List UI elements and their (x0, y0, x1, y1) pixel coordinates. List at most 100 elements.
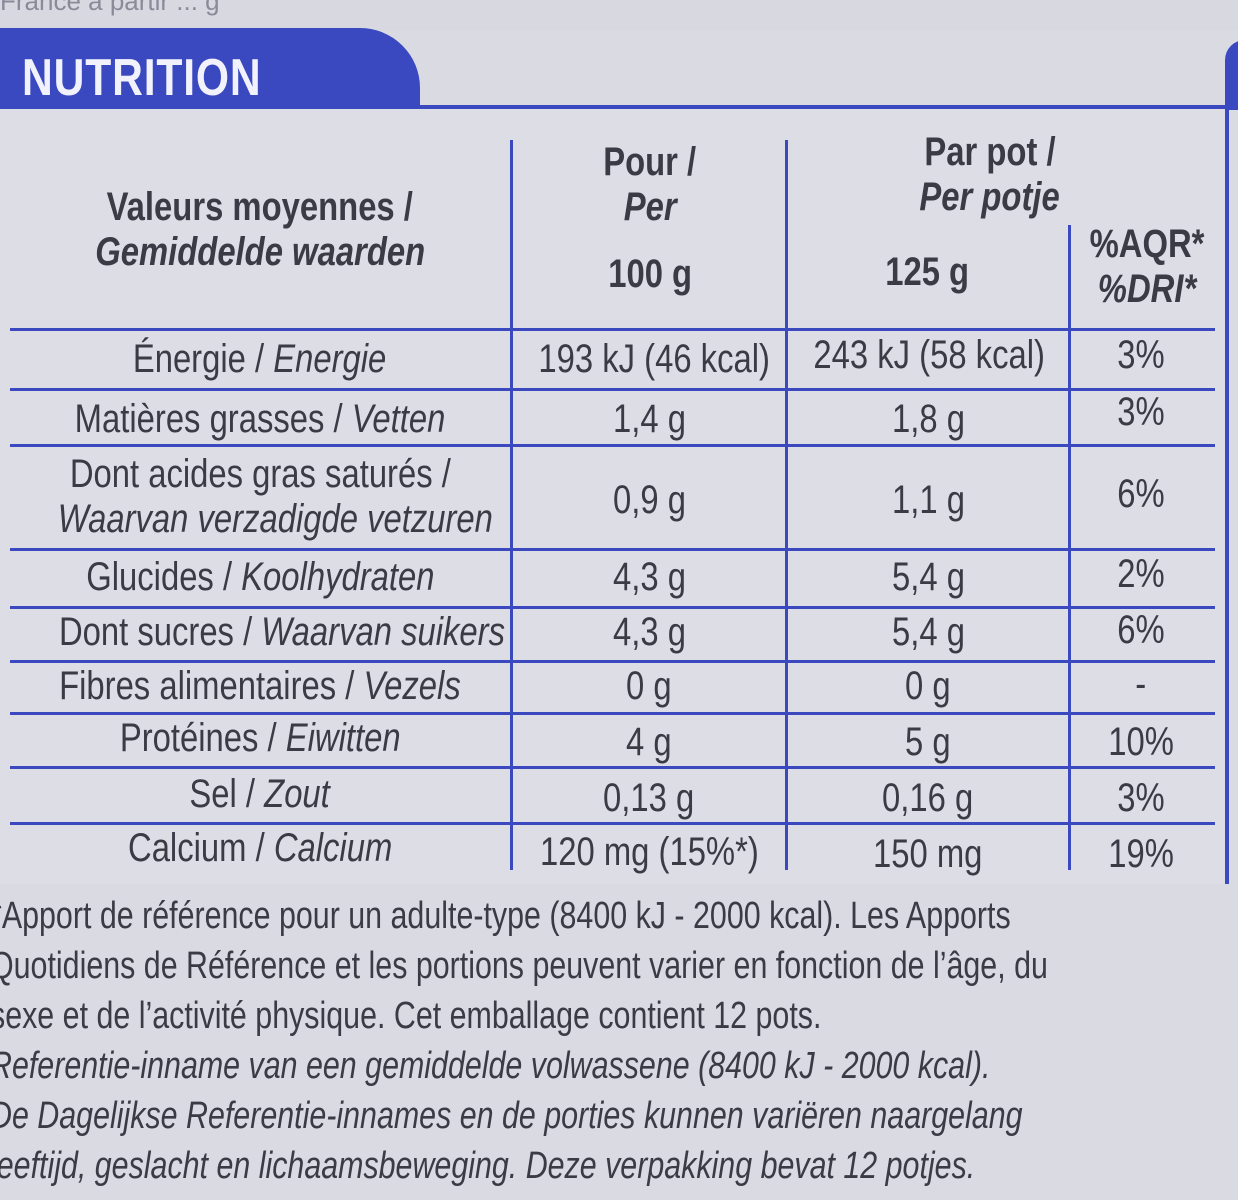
row-label-fr: Glucides / (85, 555, 241, 599)
row-label: Glucides / Koolhydraten (10, 555, 510, 600)
row-label: Dont acides gras saturés / Waarvan verza… (10, 452, 510, 542)
col-divider-2 (785, 140, 788, 870)
row-per100: 0,9 g (513, 478, 785, 523)
row-per100: 0 g (513, 664, 785, 709)
row-ri: 3% (1071, 390, 1211, 435)
row-perpot: 0 g (788, 664, 1068, 709)
footnote-fr-line: *Apport de référence pour un adulte-type… (0, 895, 1011, 937)
row-perpot-value: 150 mg (873, 832, 983, 876)
col-divider-3 (1068, 225, 1071, 870)
row-perpot: 243 kJ (58 kcal) (788, 333, 1068, 378)
row-perpot-value: 1,8 g (891, 397, 965, 441)
header-per100-fr: Pour / (603, 140, 697, 184)
header-perpot-nl: Per potje (919, 175, 1061, 219)
row-per100: 0,13 g (513, 776, 785, 821)
row-divider (10, 660, 1215, 663)
header-perpot-qty-cell: 125 g (790, 250, 1065, 295)
row-label-fr: Calcium / (127, 826, 274, 870)
header-ri-nl: %DRI* (1097, 267, 1197, 311)
page-title: NUTRITION (22, 49, 262, 107)
row-ri-value: 19% (1108, 832, 1174, 876)
row-label-nl: Koolhydraten (240, 555, 435, 599)
row-ri-value: - (1135, 662, 1147, 706)
row-label: Sel / Zout (10, 772, 510, 817)
footnote-nl-line: Referentie-inname van een gemiddelde vol… (0, 1045, 991, 1087)
row-perpot-value: 243 kJ (58 kcal) (813, 333, 1045, 377)
row-per100: 4,3 g (513, 610, 785, 655)
row-ri-value: 3% (1117, 333, 1165, 377)
row-divider (10, 328, 1215, 331)
row-perpot: 150 mg (788, 832, 1068, 877)
row-perpot: 5,4 g (788, 555, 1068, 600)
row-per100-value: 4 g (626, 720, 672, 764)
row-label: Protéines / Eiwitten (10, 716, 510, 761)
header-ri-fr: %AQR* (1089, 222, 1205, 266)
row-label: Énergie / Energie (10, 337, 510, 382)
row-per100-value: 0,13 g (603, 776, 695, 820)
header-ri-cell: %AQR* %DRI* (1072, 222, 1222, 312)
row-label-fr: Fibres alimentaires / (59, 664, 364, 708)
row-perpot-value: 1,1 g (891, 478, 965, 522)
row-ri-value: 3% (1117, 390, 1165, 434)
row-label-fr: Matières grasses / (74, 397, 352, 441)
row-label-fr: Dont acides gras saturés / (69, 452, 451, 496)
row-per100-value: 4,3 g (612, 610, 686, 654)
row-ri: 19% (1071, 832, 1211, 877)
top-strip: France à partir ... g (0, 0, 1238, 30)
row-ri: 6% (1071, 472, 1211, 517)
row-perpot-value: 5,4 g (891, 555, 965, 599)
row-label-nl: Eiwitten (285, 716, 401, 760)
row-per100-value: 0 g (626, 664, 672, 708)
row-ri: 3% (1071, 776, 1211, 821)
header-per100-qty: 100 g (608, 252, 692, 296)
row-perpot: 0,16 g (788, 776, 1068, 821)
row-perpot: 1,1 g (788, 478, 1068, 523)
row-label: Dont sucres / Waarvan suikers (10, 610, 510, 655)
row-label-fr: Énergie / (133, 337, 274, 381)
row-label: Calcium / Calcium (10, 826, 510, 871)
header-label-fr: Valeurs moyennes / (106, 185, 414, 229)
row-perpot: 1,8 g (788, 397, 1068, 442)
row-label-fr: Dont sucres / (58, 610, 262, 654)
row-ri-value: 3% (1117, 776, 1165, 820)
row-divider (10, 388, 1215, 391)
row-per100: 4,3 g (513, 555, 785, 600)
footnote-nl-line: leeftijd, geslacht en lichaamsbeweging. … (0, 1145, 976, 1187)
row-divider (10, 548, 1215, 551)
header-label-cell: Valeurs moyennes / Gemiddelde waarden (20, 185, 500, 275)
row-ri: 3% (1071, 333, 1211, 378)
row-label-nl: Waarvan suikers (261, 610, 505, 654)
row-label-nl: Calcium (273, 826, 393, 870)
row-label-nl: Vezels (363, 664, 461, 708)
row-divider (10, 822, 1215, 825)
row-perpot-value: 5 g (905, 720, 951, 764)
row-ri: 10% (1071, 720, 1211, 765)
row-label-nl: Vetten (351, 397, 446, 441)
row-label-fr: Protéines / (119, 716, 286, 760)
row-perpot-value: 5,4 g (891, 610, 965, 654)
row-label: Fibres alimentaires / Vezels (10, 664, 510, 709)
row-per100-value: 4,3 g (612, 555, 686, 599)
footnote-fr-line: sexe et de l’activité physique. Cet emba… (0, 995, 822, 1037)
footnote-nl-line: De Dagelijkse Referentie-innames en de p… (0, 1095, 1023, 1137)
row-per100: 4 g (513, 720, 785, 765)
header-perpot-qty: 125 g (885, 250, 970, 294)
row-divider (10, 712, 1215, 715)
row-per100: 193 kJ (46 kcal) (513, 337, 785, 382)
footnote-fr-line: Quotidiens de Référence et les portions … (0, 945, 1048, 987)
header-perpot-fr: Par pot / (924, 130, 1056, 174)
row-perpot: 5 g (788, 720, 1068, 765)
top-fragment: France à partir ... g (0, 0, 220, 16)
row-perpot-value: 0 g (905, 664, 951, 708)
row-perpot: 5,4 g (788, 610, 1068, 655)
row-label-fr: Sel / (189, 772, 265, 816)
nutrition-table (0, 105, 1229, 884)
row-divider (10, 444, 1215, 447)
header-band-right (1225, 40, 1238, 110)
row-label: Matières grasses / Vetten (10, 397, 510, 442)
row-per100-value: 1,4 g (612, 397, 686, 441)
row-per100-value: 120 mg (15%*) (539, 830, 759, 874)
header-perpot-cell: Par pot / Per potje (790, 130, 1190, 220)
row-ri: 6% (1071, 608, 1211, 653)
header-per100-cell: Pour / Per 100 g (515, 140, 785, 297)
